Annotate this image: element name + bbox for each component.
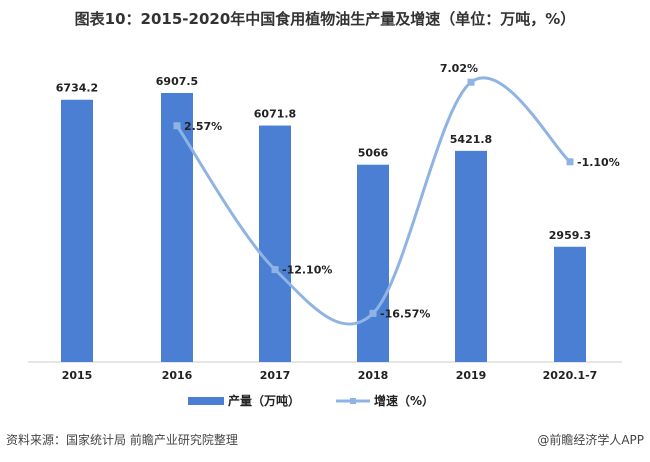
legend-line-marker [350,398,356,404]
bar-2015 [61,99,93,363]
growth-label-2016: 2.57% [184,120,222,133]
growth-point-2017 [271,266,279,274]
growth-point-2020.1-7 [566,158,574,166]
x-tick-2016: 2016 [162,369,193,382]
x-tick-2019: 2019 [456,369,487,382]
bar-2018 [357,164,389,362]
growth-label-2017: -12.10% [282,264,332,277]
growth-point-2016 [173,122,181,130]
growth-point-2019 [467,78,475,86]
bar-2017 [259,125,291,362]
x-tick-2018: 2018 [358,369,389,382]
bar-2016 [161,93,193,362]
legend-line-label: 增速（%） [374,393,434,408]
credit: @前瞻经济学人APP [537,433,644,447]
bar-label-2019: 5421.8 [450,133,492,146]
source-note: 资料来源：国家统计局 前瞻产业研究院整理 [6,433,238,447]
growth-point-2018 [369,309,377,317]
x-tick-2020.1-7: 2020.1-7 [543,369,598,382]
chart-title: 图表10：2015-2020年中国食用植物油生产量及增速（单位：万吨，%） [74,10,576,28]
growth-label-2019: 7.02% [440,62,478,75]
x-tick-2017: 2017 [260,369,291,382]
growth-line [175,76,572,326]
bar-label-2018: 5066 [358,147,389,160]
bar-label-2015: 6734.2 [56,82,98,95]
legend-bar-label: 产量（万吨） [228,393,300,408]
bar-label-2020.1-7: 2959.3 [549,229,591,242]
bar-label-2016: 6907.5 [156,75,198,88]
legend-bar-swatch [188,397,224,405]
x-tick-2015: 2015 [62,369,93,382]
bar-label-2017: 6071.8 [254,108,296,121]
bar-2020.1-7 [554,246,586,362]
bar-2019 [455,150,487,362]
growth-label-2020.1-7: -1.10% [577,156,620,169]
growth-label-2018: -16.57% [380,307,430,320]
